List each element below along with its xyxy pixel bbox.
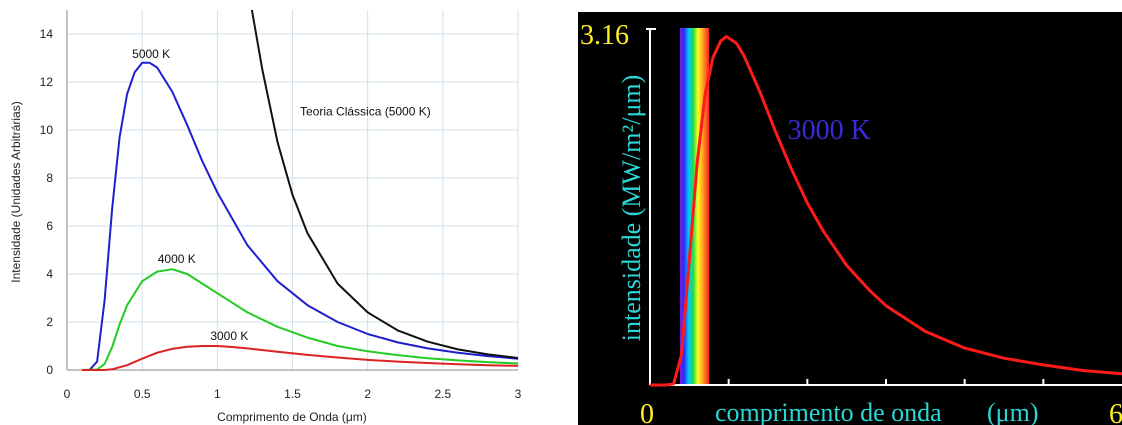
y-tick-label: 4 (46, 267, 53, 281)
curve-label-3000-k: 3000 K (210, 329, 248, 343)
x-tick-label: 3 (515, 387, 522, 401)
y-tick-label: 14 (40, 27, 54, 41)
x-min-label: 0 (640, 399, 654, 425)
x-tick-label: 2 (364, 387, 371, 401)
series-line-3000-k (650, 35, 1122, 387)
series-line-4000-k (81, 268, 519, 371)
planck-comparison-chart: 0 0.5 1 1.5 2 2.5 3 0 2 4 6 8 10 12 14 5000 K 4000 K 30… (9, 9, 522, 424)
axes-frame (66, 10, 518, 371)
blackbody-3000k-chart: 3.16 0 6 comprimento de onda (μm) intens… (578, 12, 1122, 425)
y-tick-label: 8 (46, 171, 53, 185)
y-tick-label: 10 (40, 123, 54, 137)
x-axis-unit: (μm) (987, 398, 1038, 425)
y-ticks: 0 2 4 6 8 10 12 14 (40, 27, 54, 377)
x-tick-label: 0 (64, 387, 71, 401)
grid (66, 10, 519, 371)
x-ticks (727, 379, 1045, 385)
curve (650, 35, 1122, 387)
x-tick-label: 0.5 (134, 387, 151, 401)
x-axis-title: comprimento de onda (715, 398, 942, 425)
x-tick-label: 1 (214, 387, 221, 401)
curves (81, 9, 519, 371)
series-line-teoria-cl-ssica-5000-k (250, 9, 519, 359)
x-tick-label: 1.5 (284, 387, 301, 401)
curve-labels: 5000 K 4000 K 3000 K Teoria Clássica (5000 … (132, 47, 431, 343)
series-line-3000-k (82, 345, 519, 371)
curve-label-5000-k: 5000 K (132, 47, 170, 61)
y-tick-label: 0 (46, 363, 53, 377)
x-axis-title: Comprimento de Onda (μm) (217, 410, 367, 424)
curve-label-3000k: 3000 K (788, 115, 871, 146)
curve-label-4000-k: 4000 K (158, 252, 196, 266)
x-tick-label: 2.5 (434, 387, 451, 401)
x-ticks: 0 0.5 1 1.5 2 2.5 3 (64, 387, 522, 401)
x-max-label: 6 (1109, 399, 1122, 425)
series-line-5000-k (82, 61, 519, 371)
y-axis-title: intensidade (MW/m²/μm) (617, 75, 646, 342)
y-tick-label: 2 (46, 315, 53, 329)
y-axis-title: Intensidade (Unidades Arbitrárias) (9, 101, 23, 282)
y-tick-label: 6 (46, 219, 53, 233)
curve-label-teoria-cl-ssica-5000-k: Teoria Clássica (5000 K) (300, 105, 431, 119)
y-tick-label: 12 (40, 75, 54, 89)
black-background (578, 12, 1122, 425)
y-max-label: 3.16 (580, 20, 629, 51)
